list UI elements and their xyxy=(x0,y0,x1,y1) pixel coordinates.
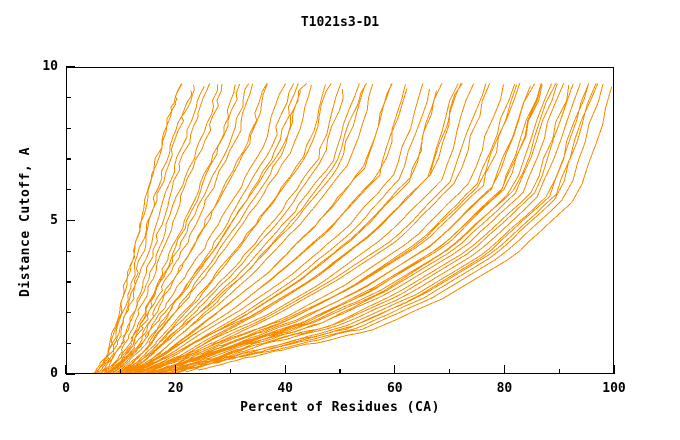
y-tick-2 xyxy=(66,311,71,314)
y-tick-3 xyxy=(66,281,71,283)
x-tick-30 xyxy=(229,369,232,374)
curve-model-14 xyxy=(114,85,366,373)
x-tick-label-40: 40 xyxy=(277,381,294,396)
curve-model-10 xyxy=(105,83,308,373)
curve-model-04 xyxy=(103,84,223,373)
curve-model-02 xyxy=(93,90,193,373)
curve-model-01 xyxy=(94,83,183,373)
x-tick-100 xyxy=(613,365,615,374)
curve-model-31 xyxy=(161,83,597,373)
curves-layer xyxy=(93,83,613,373)
curve-model-11 xyxy=(121,83,332,373)
curve-model-22 xyxy=(148,83,516,373)
curve-model-21 xyxy=(134,83,487,373)
y-tick-6 xyxy=(66,189,71,191)
y-tick-1 xyxy=(66,342,71,344)
curve-model-12 xyxy=(122,88,344,373)
curve-model-03 xyxy=(95,86,205,373)
curve-model-06 xyxy=(106,83,254,373)
x-tick-20 xyxy=(174,365,177,374)
curve-model-13 xyxy=(121,83,360,373)
curve-model-32 xyxy=(175,86,613,373)
plot-area xyxy=(66,67,614,374)
x-tick-70 xyxy=(448,369,451,374)
x-tick-60 xyxy=(394,365,396,374)
x-tick-label-100: 100 xyxy=(602,381,626,396)
x-tick-10 xyxy=(120,369,122,374)
curve-model-14 xyxy=(123,84,374,373)
curve-model-31 xyxy=(154,83,590,373)
curve-model-20 xyxy=(121,83,462,373)
curve-model-13 xyxy=(128,83,367,373)
curve-model-09 xyxy=(112,83,299,373)
x-tick-label-0: 0 xyxy=(62,381,70,396)
x-tick-50 xyxy=(339,369,341,374)
curve-model-18 xyxy=(130,90,438,373)
curve-model-10 xyxy=(114,84,312,373)
curve-model-04 xyxy=(98,84,219,373)
y-tick-0 xyxy=(66,373,75,375)
curve-model-16 xyxy=(126,88,408,373)
curve-model-17 xyxy=(129,83,424,373)
curve-model-05 xyxy=(105,84,236,373)
y-tick-5 xyxy=(66,219,75,222)
x-tick-90 xyxy=(558,369,560,374)
curve-model-07 xyxy=(108,83,268,373)
y-tick-10 xyxy=(66,66,75,68)
x-axis-label: Percent of Residues (CA) xyxy=(240,400,440,415)
x-tick-40 xyxy=(284,365,286,374)
y-tick-7 xyxy=(66,158,71,160)
x-tick-label-60: 60 xyxy=(386,381,403,396)
y-tick-9 xyxy=(66,97,71,99)
y-axis-label: Distance Cutoff, A xyxy=(18,147,33,297)
x-tick-label-20: 20 xyxy=(167,381,184,396)
x-tick-label-80: 80 xyxy=(496,381,513,396)
curve-model-24 xyxy=(133,83,521,373)
chart-title: T1021s3-D1 xyxy=(300,15,380,30)
curve-model-06 xyxy=(103,83,250,373)
x-tick-0 xyxy=(65,365,67,374)
curve-model-28 xyxy=(150,84,570,373)
y-tick-label-0: 0 xyxy=(50,366,58,381)
curve-model-17 xyxy=(135,88,430,373)
curve-model-01 xyxy=(94,83,183,373)
y-tick-4 xyxy=(66,250,71,252)
x-tick-80 xyxy=(503,365,506,374)
y-tick-8 xyxy=(66,127,71,130)
curve-model-29 xyxy=(148,83,574,373)
y-axis-label-wrapper: Distance Cutoff, A xyxy=(18,102,38,342)
y-tick-label-5: 5 xyxy=(50,212,58,228)
curve-model-08 xyxy=(111,83,287,373)
curve-model-02 xyxy=(96,84,195,373)
curve-model-11 xyxy=(117,84,326,373)
curve-model-09 xyxy=(117,90,302,373)
y-tick-label-10: 10 xyxy=(42,59,58,74)
